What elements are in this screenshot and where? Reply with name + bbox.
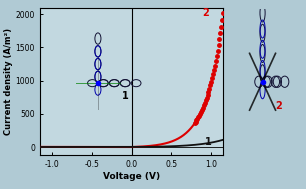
Y-axis label: Current density (A/m²): Current density (A/m²) xyxy=(4,28,13,135)
Text: 1: 1 xyxy=(205,137,212,147)
Text: 2: 2 xyxy=(275,101,282,111)
Text: 2: 2 xyxy=(202,8,209,18)
Text: 1: 1 xyxy=(122,91,129,101)
X-axis label: Voltage (V): Voltage (V) xyxy=(103,172,160,181)
